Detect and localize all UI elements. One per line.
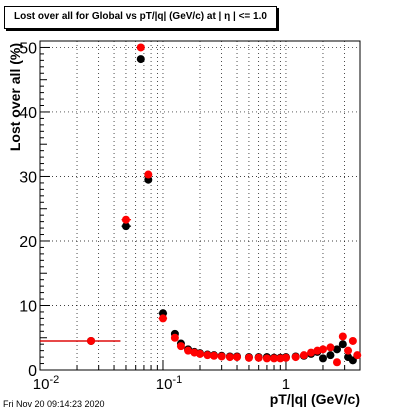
y-tick-label: 40 [19, 105, 37, 122]
x-tick-label: 10-1 [156, 374, 182, 393]
data-point [87, 336, 96, 345]
y-axis-label: Lost over all (%) [7, 43, 23, 151]
data-point [262, 354, 271, 363]
data-point [338, 332, 347, 341]
data-point [121, 215, 130, 224]
data-point [233, 353, 242, 362]
data-point [332, 345, 341, 354]
data-point [348, 336, 357, 345]
data-point [196, 349, 204, 358]
y-tick-label: 0 [28, 363, 37, 380]
data-point [244, 353, 253, 362]
data-point [217, 352, 226, 361]
data-point [318, 354, 327, 363]
data-point [254, 353, 263, 362]
y-tick-label: 30 [19, 169, 37, 186]
data-point [338, 340, 347, 349]
series-black [40, 55, 357, 365]
grid [39, 41, 361, 371]
data-point [318, 345, 327, 354]
data-point [353, 351, 362, 360]
data-point [291, 353, 300, 362]
title-box: Lost over all for Global vs pT/|q| (GeV/… [4, 6, 277, 29]
timestamp: Fri Nov 20 09:14:23 2020 [3, 399, 105, 409]
series-red [40, 43, 362, 367]
data-point [344, 346, 353, 355]
data-point [158, 314, 167, 323]
data-point [270, 354, 279, 363]
data-point [307, 348, 316, 357]
data-point [281, 353, 290, 362]
data-point [299, 351, 308, 360]
x-axis-label: pT/|q| (GeV/c) [270, 391, 360, 407]
data-point [176, 342, 185, 351]
x-tick-label: 10-2 [33, 374, 59, 393]
data-point [326, 343, 335, 352]
axis-ticks [39, 40, 361, 371]
data-point [225, 353, 234, 362]
data-point [121, 222, 130, 231]
data-point [144, 170, 153, 179]
chart-title: Lost over all for Global vs pT/|q| (GeV/… [14, 11, 267, 22]
y-tick-label: 20 [19, 234, 37, 251]
y-tick-label: 10 [19, 298, 37, 315]
data-point [203, 351, 212, 360]
data-point [136, 55, 145, 64]
data-point [136, 43, 145, 52]
y-tick-label: 50 [19, 40, 37, 57]
data-point [326, 351, 335, 360]
data-markers [40, 43, 362, 367]
data-point [170, 333, 179, 342]
x-tick-label: 1 [282, 376, 290, 393]
data-point [184, 346, 193, 355]
tick-labels: 0 10 20 30 40 50 10-2 10-1 1 [19, 40, 290, 393]
data-point [332, 358, 341, 367]
data-point [210, 351, 219, 360]
